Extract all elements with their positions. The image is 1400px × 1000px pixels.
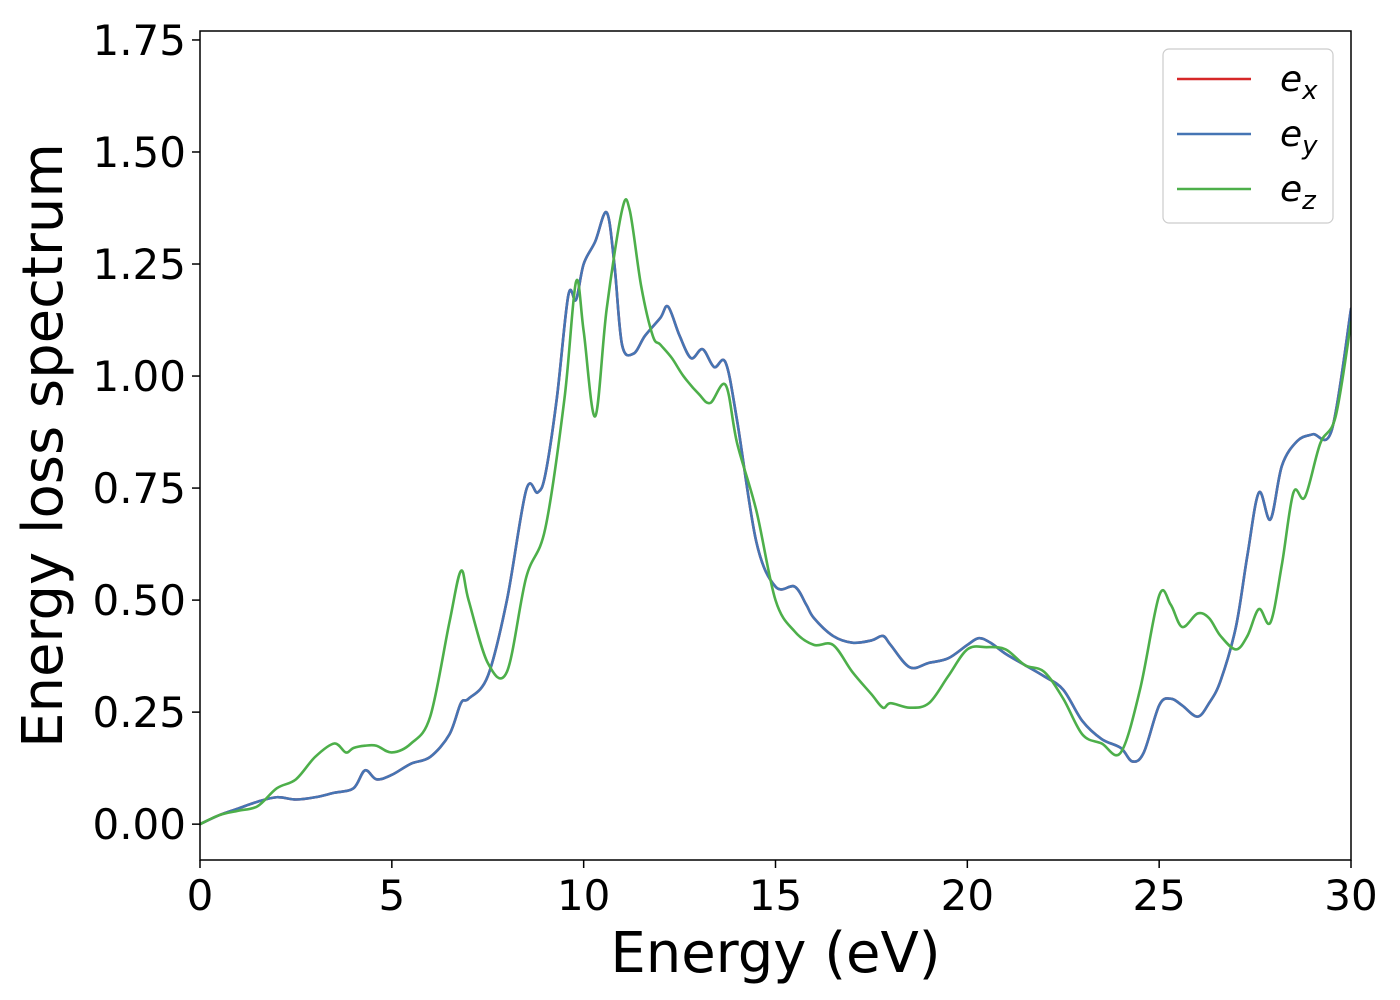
y-tick-label: 1.50 — [92, 128, 186, 177]
series-layer — [200, 198, 1351, 826]
y-tick-label: 1.25 — [92, 240, 186, 289]
x-tick-label: 20 — [941, 871, 994, 920]
y-axis: 0.00 0.25 0.50 0.75 1.00 1.25 1.50 1.75 — [92, 16, 200, 849]
series-line-y — [200, 211, 1351, 826]
legend-label-y: ey — [1280, 114, 1318, 161]
y-tick-label: 0.50 — [92, 576, 186, 625]
x-tick-label: 0 — [187, 871, 214, 920]
y-tick-label: 1.75 — [92, 16, 186, 65]
x-tick-label: 10 — [557, 871, 610, 920]
y-tick-label: 0.00 — [92, 800, 186, 849]
legend: ex ey ez — [1162, 48, 1334, 224]
y-tick-label: 0.25 — [92, 688, 186, 737]
x-axis: 0 5 10 15 20 25 30 — [187, 860, 1378, 920]
legend-label-z: ez — [1280, 169, 1317, 216]
y-tick-label: 0.75 — [92, 464, 186, 513]
series-line-x — [200, 211, 1351, 826]
series-line-z — [200, 198, 1351, 826]
x-tick-label: 15 — [749, 871, 802, 920]
x-tick-label: 5 — [378, 871, 405, 920]
legend-box — [1162, 48, 1334, 224]
y-tick-label: 1.00 — [92, 352, 186, 401]
y-axis-title: Energy loss spectrum — [11, 143, 76, 748]
x-tick-label: 25 — [1132, 871, 1185, 920]
legend-label-x: ex — [1280, 59, 1318, 106]
x-tick-label: 30 — [1324, 871, 1377, 920]
x-axis-title: Energy (eV) — [610, 921, 940, 986]
